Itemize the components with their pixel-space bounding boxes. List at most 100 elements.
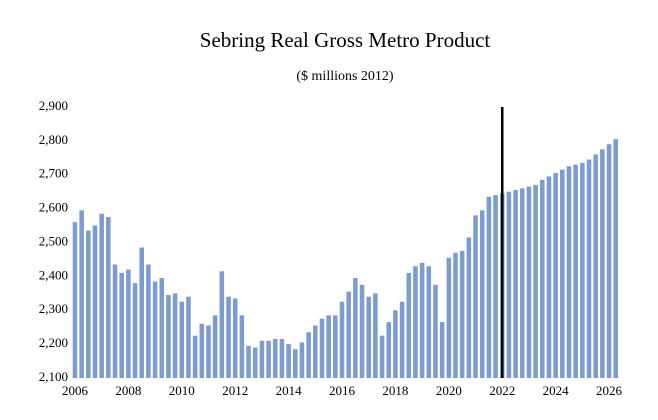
- x-tick-label: 2026: [596, 383, 623, 398]
- bar: [146, 264, 151, 378]
- x-tick-label: 2012: [222, 383, 248, 398]
- bar: [119, 272, 124, 378]
- bar: [199, 323, 205, 378]
- y-tick-label: 2,500: [39, 233, 68, 248]
- chart-subtitle: ($ millions 2012): [296, 69, 394, 84]
- y-tick-label: 2,800: [39, 132, 68, 147]
- bar: [79, 210, 84, 378]
- bar: [513, 189, 518, 378]
- bar: [346, 291, 351, 378]
- bar: [333, 315, 338, 378]
- bar: [86, 230, 91, 378]
- bar: [580, 162, 585, 378]
- bar: [293, 349, 298, 378]
- bar: [473, 215, 478, 378]
- bar: [613, 139, 618, 378]
- bar: [393, 310, 398, 378]
- bar: [533, 184, 538, 378]
- bar: [186, 296, 191, 378]
- bar: [439, 322, 445, 378]
- bar: [259, 340, 265, 378]
- bar: [279, 339, 285, 378]
- bar: [319, 318, 325, 378]
- bar: [406, 272, 412, 378]
- bar: [206, 325, 211, 378]
- x-tick-label: 2020: [436, 383, 462, 398]
- bar: [413, 266, 418, 378]
- bar: [326, 315, 331, 378]
- bar: [446, 257, 452, 378]
- x-tick-label: 2024: [543, 383, 570, 398]
- x-tick-label: 2016: [329, 383, 356, 398]
- bar: [313, 325, 318, 378]
- bar: [106, 217, 111, 378]
- bar: [573, 164, 578, 378]
- bar: [226, 296, 231, 378]
- bar: [453, 252, 458, 378]
- y-tick-label: 2,700: [39, 166, 68, 181]
- bar: [179, 301, 185, 378]
- bar: [72, 222, 78, 378]
- bar: [560, 169, 565, 378]
- bar: [386, 322, 392, 378]
- bar: [519, 188, 525, 378]
- bar: [139, 247, 144, 378]
- bar: [506, 191, 512, 378]
- y-tick-label: 2,900: [39, 98, 68, 113]
- bar: [486, 196, 492, 378]
- bar: [373, 293, 378, 378]
- bar: [272, 339, 278, 378]
- x-tick-label: 2010: [169, 383, 195, 398]
- bar: [553, 173, 558, 378]
- bar: [379, 335, 385, 378]
- y-tick-label: 2,300: [39, 301, 68, 316]
- bar: [426, 266, 432, 378]
- bar: [92, 225, 98, 378]
- bar: [219, 271, 225, 378]
- bar: [479, 210, 485, 378]
- bar: [433, 284, 438, 378]
- bar: [566, 166, 572, 378]
- bar: [126, 269, 131, 378]
- bar: [166, 295, 171, 378]
- bar: [366, 296, 371, 378]
- y-tick-label: 2,400: [39, 267, 68, 282]
- bar: [286, 344, 291, 378]
- chart-title: Sebring Real Gross Metro Product: [200, 28, 491, 52]
- bar: [600, 149, 605, 378]
- bar: [299, 342, 305, 378]
- y-tick-label: 2,600: [39, 200, 68, 215]
- bar: [593, 154, 598, 378]
- bar: [99, 213, 104, 378]
- x-tick-label: 2014: [276, 383, 303, 398]
- bar: [306, 332, 311, 378]
- bar: [252, 347, 258, 378]
- bar: [459, 250, 465, 378]
- bar: [546, 176, 552, 378]
- bar: [540, 179, 545, 378]
- bar: [112, 264, 118, 378]
- bar: [353, 278, 358, 378]
- bar: [266, 340, 271, 378]
- bar: [526, 186, 532, 378]
- y-tick-label: 2,100: [39, 369, 68, 384]
- y-tick-label: 2,200: [39, 335, 68, 350]
- bar: [399, 301, 405, 378]
- bar: [192, 335, 198, 378]
- bar: [493, 195, 498, 378]
- bar: [152, 281, 158, 378]
- bar: [606, 144, 612, 378]
- bar: [212, 315, 218, 378]
- bar: [466, 237, 472, 378]
- bar: [586, 159, 592, 378]
- x-tick-label: 2008: [115, 383, 141, 398]
- bar: [159, 278, 165, 378]
- bar: [359, 284, 365, 378]
- bar: [246, 345, 251, 378]
- x-tick-label: 2006: [62, 383, 89, 398]
- bar: [239, 315, 245, 378]
- bar: [419, 262, 425, 378]
- bar: [172, 293, 178, 378]
- x-tick-label: 2022: [489, 383, 515, 398]
